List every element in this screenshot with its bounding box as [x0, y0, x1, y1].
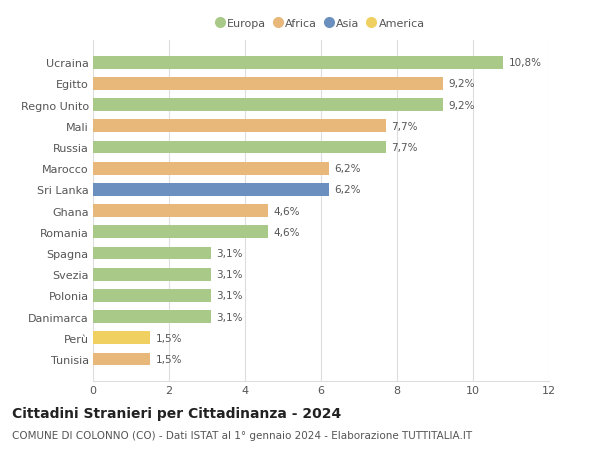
- Text: 4,6%: 4,6%: [274, 227, 300, 237]
- Legend: Europa, Africa, Asia, America: Europa, Africa, Asia, America: [217, 18, 425, 29]
- Text: 9,2%: 9,2%: [448, 79, 475, 89]
- Bar: [93, 289, 211, 302]
- Text: Cittadini Stranieri per Cittadinanza - 2024: Cittadini Stranieri per Cittadinanza - 2…: [12, 406, 341, 420]
- Bar: [93, 141, 386, 154]
- Bar: [93, 311, 211, 323]
- Bar: [93, 226, 268, 239]
- Text: 3,1%: 3,1%: [217, 312, 243, 322]
- Text: 6,2%: 6,2%: [334, 185, 361, 195]
- Bar: [93, 120, 386, 133]
- Text: 1,5%: 1,5%: [156, 354, 182, 364]
- Bar: [93, 353, 150, 365]
- Bar: [93, 57, 503, 69]
- Text: 7,7%: 7,7%: [391, 122, 418, 132]
- Text: 6,2%: 6,2%: [334, 164, 361, 174]
- Bar: [93, 332, 150, 344]
- Text: 7,7%: 7,7%: [391, 143, 418, 153]
- Text: 3,1%: 3,1%: [217, 291, 243, 301]
- Text: 3,1%: 3,1%: [217, 269, 243, 280]
- Bar: [93, 184, 329, 196]
- Bar: [93, 205, 268, 218]
- Bar: [93, 247, 211, 260]
- Bar: [93, 99, 443, 112]
- Bar: [93, 162, 329, 175]
- Text: 4,6%: 4,6%: [274, 206, 300, 216]
- Bar: [93, 268, 211, 281]
- Text: 9,2%: 9,2%: [448, 101, 475, 110]
- Text: 1,5%: 1,5%: [156, 333, 182, 343]
- Bar: [93, 78, 443, 90]
- Text: 3,1%: 3,1%: [217, 248, 243, 258]
- Text: 10,8%: 10,8%: [509, 58, 542, 68]
- Text: COMUNE DI COLONNO (CO) - Dati ISTAT al 1° gennaio 2024 - Elaborazione TUTTITALIA: COMUNE DI COLONNO (CO) - Dati ISTAT al 1…: [12, 430, 472, 440]
